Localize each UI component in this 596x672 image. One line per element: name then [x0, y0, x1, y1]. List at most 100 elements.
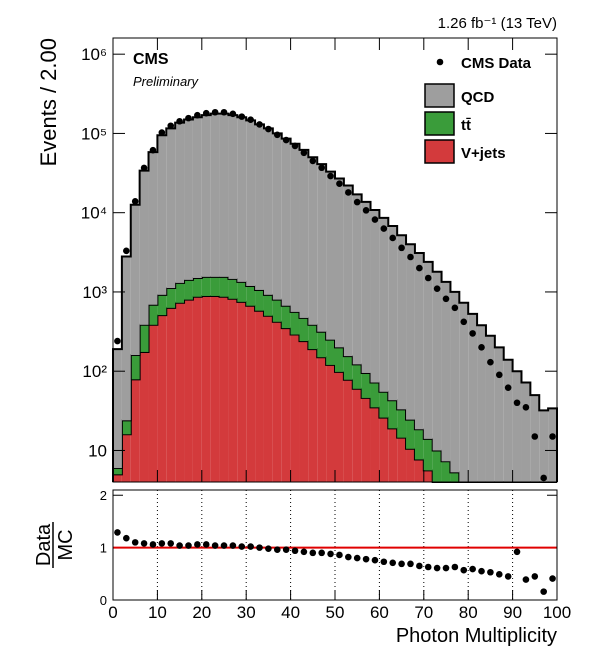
- x-tick-label: 40: [281, 603, 300, 622]
- ratio-point: [123, 534, 130, 542]
- status-label: Preliminary: [133, 74, 200, 89]
- histogram-bar: [272, 321, 282, 482]
- data-point: [531, 433, 539, 440]
- data-point: [309, 157, 317, 165]
- data-point: [176, 117, 183, 125]
- data-point: [407, 253, 414, 261]
- data-point: [194, 111, 201, 119]
- legend-swatch: [424, 139, 455, 164]
- ratio-point: [220, 542, 228, 549]
- histogram-bar: [406, 448, 415, 482]
- data-point: [433, 285, 441, 292]
- y-tick-label: 10: [88, 441, 107, 460]
- histogram-bar: [512, 371, 522, 482]
- ratio-point: [433, 564, 441, 572]
- histogram-bar: [503, 359, 513, 482]
- legend-marker: [436, 58, 444, 66]
- x-tick-label: 20: [192, 603, 211, 622]
- data-point: [442, 295, 450, 303]
- histogram-bar: [423, 438, 433, 471]
- ratio-point: [389, 559, 397, 567]
- histogram-bar: [459, 302, 469, 482]
- ratio-point: [256, 544, 263, 551]
- ratio-point: [282, 546, 290, 554]
- histogram-bar: [308, 157, 318, 325]
- histogram-bar: [237, 281, 247, 302]
- histogram-bar: [263, 294, 273, 316]
- data-point: [353, 198, 361, 206]
- histogram-bar: [148, 304, 158, 325]
- histogram-bar: [432, 450, 442, 482]
- histogram-bar: [290, 334, 300, 482]
- histogram-bar: [263, 128, 273, 295]
- histogram-bar: [326, 364, 335, 482]
- ratio-point: [513, 548, 521, 556]
- y-tick-label: 10⁵: [81, 124, 107, 143]
- ratio-point: [336, 551, 343, 559]
- histogram-bar: [175, 302, 185, 482]
- y-tick-label: 10³: [82, 283, 107, 302]
- histogram-bar: [414, 252, 424, 430]
- histogram-bar: [379, 417, 389, 482]
- histogram-bar: [228, 298, 238, 482]
- histogram-bar: [299, 149, 309, 318]
- data-point: [327, 172, 334, 180]
- histogram-bar: [121, 420, 131, 435]
- data-point: [522, 404, 530, 411]
- x-axis-label: Photon Multiplicity: [396, 625, 557, 647]
- ratio-point: [487, 568, 494, 576]
- histogram-bar: [361, 397, 371, 482]
- y-tick-label: 2: [100, 488, 107, 503]
- histogram-bar: [130, 355, 140, 380]
- data-point: [487, 358, 494, 366]
- histogram-bar: [317, 331, 327, 358]
- ratio-point: [371, 556, 379, 564]
- ratio-point: [114, 529, 121, 536]
- ratio-point: [416, 562, 423, 570]
- ratio-label-denominator: MC: [55, 529, 77, 560]
- histogram-bar: [281, 305, 291, 329]
- data-point: [114, 337, 121, 345]
- histogram-bar: [370, 407, 380, 482]
- histogram-bar: [397, 437, 407, 482]
- lumi-label: 1.26 fb⁻¹ (13 TeV): [438, 15, 557, 32]
- histogram-bar: [370, 210, 380, 383]
- y-axis-label: Events / 2.00: [36, 38, 61, 166]
- histogram-bar: [352, 194, 362, 365]
- ratio-point: [265, 545, 272, 552]
- ratio-point: [522, 576, 530, 583]
- histogram-bar: [246, 285, 256, 306]
- histogram-bar: [343, 185, 353, 357]
- data-point: [424, 274, 432, 282]
- ratio-point: [300, 548, 308, 556]
- data-point: [291, 142, 299, 150]
- x-tick-label: 50: [326, 603, 345, 622]
- x-tick-label: 100: [543, 603, 571, 622]
- histogram-bar: [548, 408, 557, 482]
- histogram-bar: [308, 324, 318, 350]
- data-point: [540, 474, 547, 482]
- histogram-bar: [210, 276, 220, 296]
- histogram-bar: [130, 379, 140, 482]
- data-point: [478, 344, 485, 351]
- data-point: [469, 330, 476, 337]
- y-tick-label: 1: [100, 541, 107, 556]
- histogram-bar: [494, 347, 504, 482]
- experiment-label: CMS: [133, 51, 169, 68]
- histogram-bar: [201, 276, 211, 296]
- histogram-bar: [397, 409, 407, 438]
- y-tick-label: 10⁴: [81, 204, 107, 223]
- histogram-bar: [343, 379, 353, 482]
- histogram-bar: [361, 372, 371, 398]
- histogram-bar: [361, 201, 371, 373]
- histogram-bar: [388, 225, 398, 401]
- histogram-bar: [326, 171, 335, 340]
- ratio-point: [247, 543, 254, 550]
- ratio-point: [460, 566, 468, 574]
- data-point: [265, 125, 272, 133]
- histogram-bar: [113, 474, 122, 482]
- histogram-bar: [148, 152, 158, 305]
- data-point: [513, 399, 521, 407]
- x-tick-label: 30: [237, 603, 256, 622]
